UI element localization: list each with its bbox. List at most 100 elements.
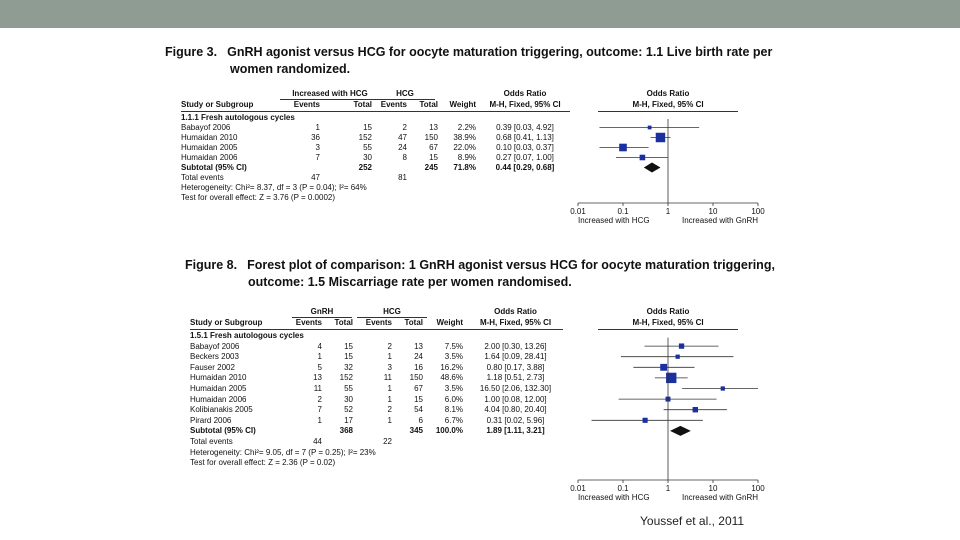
heterogeneity-text: Heterogeneity: Chi²= 8.37, df = 3 (P = 0… xyxy=(181,183,367,192)
events2-value: 11 xyxy=(383,373,392,383)
events2-value: 3 xyxy=(387,362,392,372)
axis-left-label: Increased with HCG xyxy=(578,493,650,502)
total2-value: 15 xyxy=(429,153,438,162)
study-name: Humaidan 2006 xyxy=(190,394,247,404)
study-marker xyxy=(675,354,680,359)
subtotal-weight: 100.0% xyxy=(435,426,463,436)
weight-value: 8.1% xyxy=(444,405,463,415)
study-marker xyxy=(642,417,648,423)
total1-value: 17 xyxy=(344,415,353,425)
weight-value: 6.0% xyxy=(444,394,463,404)
events2-value: 47 xyxy=(398,133,407,142)
group1-header: Increased with HCG xyxy=(292,89,368,98)
total1-value: 55 xyxy=(344,384,353,393)
study-name: Beckers 2003 xyxy=(190,352,239,362)
events1-column-header: Events xyxy=(293,100,320,109)
axis-right-label: Increased with GnRH xyxy=(681,216,758,225)
weight-value: 16.2% xyxy=(440,362,463,372)
total2-value: 13 xyxy=(429,123,438,132)
subtotal-total2: 345 xyxy=(409,426,423,436)
total1-value: 32 xyxy=(344,362,353,372)
study-marker xyxy=(720,386,725,391)
events1-value: 4 xyxy=(317,341,322,351)
odds-ratio-method-header: M-H, Fixed, 95% CI xyxy=(489,100,561,109)
subtotal-total2: 245 xyxy=(424,163,438,172)
subtotal-total1: 252 xyxy=(358,163,372,172)
total1-value: 15 xyxy=(344,352,353,362)
events1-value: 1 xyxy=(315,123,320,132)
subtotal-weight: 71.8% xyxy=(453,163,476,172)
heterogeneity-text: Heterogeneity: Chi²= 9.05, df = 7 (P = 0… xyxy=(190,447,376,457)
study-name: Humaidan 2010 xyxy=(181,133,238,142)
weight-value: 3.5% xyxy=(444,384,463,393)
events2-column-header: Events xyxy=(365,318,392,327)
subtotal-label: Subtotal (95% CI) xyxy=(190,426,256,436)
events2-value: 2 xyxy=(387,405,392,415)
x-tick-label: 1 xyxy=(665,207,671,216)
total1-value: 30 xyxy=(344,394,353,404)
study-marker xyxy=(639,154,646,161)
x-tick-label: 100 xyxy=(751,207,765,216)
total-events1: 44 xyxy=(313,437,322,446)
study-column-header: Study or Subgroup xyxy=(181,100,254,109)
events2-value: 24 xyxy=(398,143,407,152)
total1-value: 15 xyxy=(344,341,353,351)
total2-value: 15 xyxy=(414,394,423,404)
weight-value: 8.9% xyxy=(457,153,476,162)
overall-effect-text: Test for overall effect: Z = 2.36 (P = 0… xyxy=(190,458,336,468)
subtotal-total1: 368 xyxy=(339,426,353,436)
odds-ratio-header: Odds Ratio xyxy=(494,307,537,316)
odds-ratio-ci-value: 0.27 [0.07, 1.00] xyxy=(496,153,554,162)
x-tick-label: 1 xyxy=(665,484,671,493)
group2-header: HCG xyxy=(383,307,401,316)
x-tick-label: 100 xyxy=(751,484,765,493)
study-name: Humaidan 2005 xyxy=(181,143,238,152)
figure-3-title-line1: GnRH agonist versus HCG for oocyte matur… xyxy=(227,45,773,59)
summary-diamond xyxy=(643,162,661,173)
group1-header: GnRH xyxy=(310,307,334,316)
total2-value: 24 xyxy=(414,352,423,362)
events2-value: 1 xyxy=(387,384,392,393)
events1-value: 3 xyxy=(315,143,320,152)
total2-value: 6 xyxy=(418,415,423,425)
events1-column-header: Events xyxy=(295,318,322,327)
group2-underline xyxy=(357,317,427,318)
odds-ratio-ci-value: 0.31 [0.02, 5.96] xyxy=(486,415,545,425)
total2-value: 150 xyxy=(409,373,423,383)
study-marker xyxy=(666,372,677,384)
odds-ratio-ci-value: 0.68 [0.41, 1.13] xyxy=(496,133,554,142)
group2-underline xyxy=(375,99,435,100)
plot-header-rule xyxy=(598,111,738,112)
weight-value: 38.9% xyxy=(453,133,476,142)
table-header-rule xyxy=(190,329,563,330)
study-name: Humaidan 2005 xyxy=(190,384,247,393)
study-name: Babayof 2006 xyxy=(190,341,240,351)
events2-value: 2 xyxy=(387,341,392,351)
total2-value: 67 xyxy=(429,143,438,152)
citation: Youssef et al., 2011 xyxy=(640,514,745,528)
odds-ratio-ci-value: 1.18 [0.51, 2.73] xyxy=(486,373,545,383)
study-column-header: Study or Subgroup xyxy=(190,318,263,327)
summary-diamond xyxy=(670,425,691,436)
odds-ratio-ci-value: 1.64 [0.09, 28.41] xyxy=(484,352,547,362)
overall-effect-text: Test for overall effect: Z = 3.76 (P = 0… xyxy=(181,193,336,202)
events2-column-header: Events xyxy=(380,100,407,109)
odds-ratio-ci-value: 0.39 [0.03, 4.92] xyxy=(496,123,554,132)
events2-value: 1 xyxy=(387,394,392,404)
x-tick-label: 0.1 xyxy=(617,207,629,216)
weight-value: 6.7% xyxy=(444,415,463,425)
study-name: Kolibianakis 2005 xyxy=(190,405,253,415)
total2-value: 67 xyxy=(414,384,423,393)
total2-column-header: Total xyxy=(404,318,423,327)
study-marker xyxy=(647,125,652,130)
odds-ratio-ci-value: 2.00 [0.30, 13.26] xyxy=(484,341,547,351)
events2-value: 1 xyxy=(387,415,392,425)
total2-value: 150 xyxy=(424,133,438,142)
x-tick-label: 0.1 xyxy=(617,484,629,493)
total1-value: 30 xyxy=(363,153,372,162)
study-marker xyxy=(678,343,685,349)
total1-value: 52 xyxy=(344,405,353,415)
figure-8-title-line1: Forest plot of comparison: 1 GnRH agonis… xyxy=(247,258,775,272)
